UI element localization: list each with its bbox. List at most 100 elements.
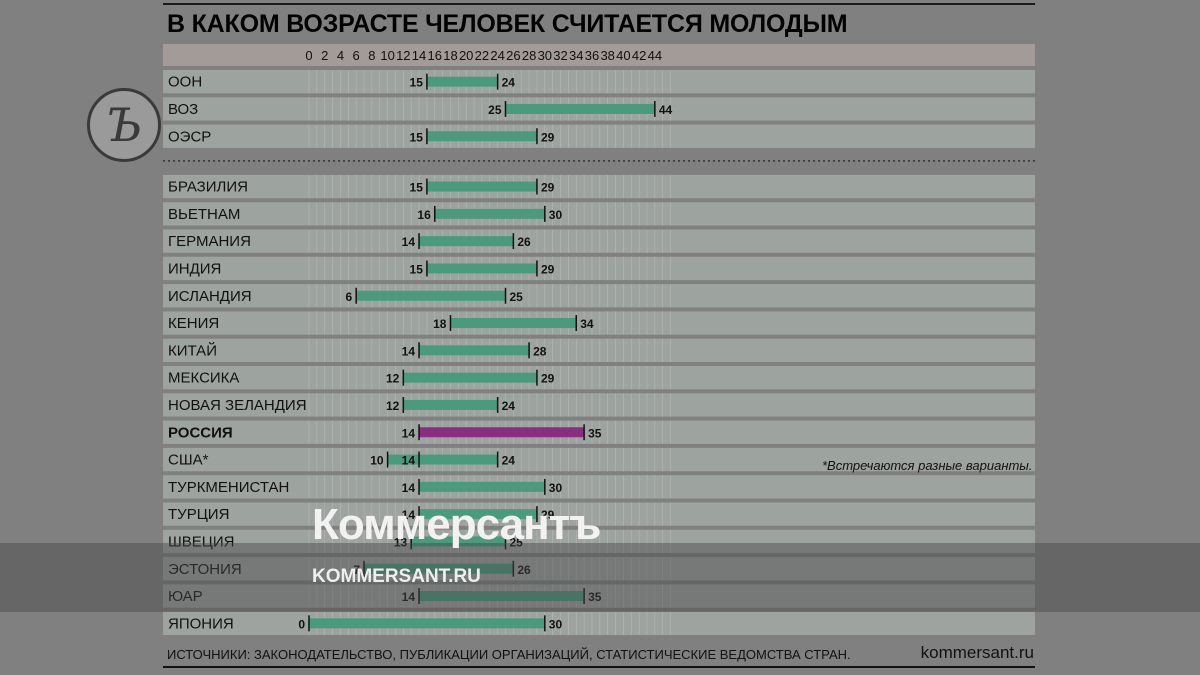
range-bar: [426, 263, 537, 274]
range-start-label: 0: [298, 617, 305, 631]
range-start-label: 15: [410, 76, 424, 90]
x-tick-label: 38: [600, 48, 614, 63]
x-tick-label: 16: [428, 48, 442, 63]
range-start-label: 7: [353, 563, 360, 577]
row-background: [163, 557, 1035, 581]
row-background: [163, 502, 1035, 526]
range-bar: [419, 236, 514, 247]
range-end-label: 29: [541, 262, 555, 276]
range-end-label: 29: [541, 508, 555, 522]
range-bar: [364, 563, 514, 574]
row-background: [163, 70, 1035, 94]
row-label: РОССИЯ: [168, 424, 233, 441]
row-background: [163, 284, 1035, 308]
range-bar: [387, 454, 498, 465]
x-tick-label: 6: [353, 48, 360, 63]
range-end-label: 25: [510, 535, 524, 549]
row-background: [163, 256, 1035, 281]
range-end-label: 35: [588, 590, 602, 604]
x-tick-label: 30: [538, 48, 552, 63]
row-label: ЭСТОНИЯ: [168, 561, 242, 578]
range-bar: [403, 372, 537, 383]
range-end-label: 29: [541, 181, 555, 195]
logo-glyph: Ъ: [105, 98, 143, 152]
row-background: [163, 311, 1035, 335]
x-tick-label: 40: [616, 48, 630, 63]
range-bar: [419, 481, 545, 492]
range-end-label: 26: [517, 563, 531, 577]
range-start-label: 12: [386, 399, 400, 413]
range-bar: [419, 345, 530, 356]
x-tick-label: 18: [443, 48, 457, 63]
range-bar: [426, 181, 537, 192]
range-end-label: 24: [502, 399, 516, 413]
range-end-label: 24: [502, 454, 516, 468]
chart-title: В КАКОМ ВОЗРАСТЕ ЧЕЛОВЕК СЧИТАЕТСЯ МОЛОД…: [167, 10, 848, 38]
watermark-url: KOMMERSANT.RU: [312, 566, 481, 587]
range-bar: [419, 427, 585, 438]
row-label: МЕКСИКА: [168, 370, 239, 387]
range-start-label: 16: [417, 208, 431, 222]
row-label: ОЭСР: [168, 128, 211, 145]
range-bar: [505, 103, 655, 114]
range-bar: [426, 76, 498, 87]
range-end-label: 29: [541, 130, 555, 144]
row-background: [163, 366, 1035, 390]
range-start-label: 14: [402, 426, 416, 440]
row-background: [163, 229, 1035, 253]
range-end-label: 29: [541, 372, 555, 386]
x-tick-label: 26: [506, 48, 520, 63]
sources-text: ИСТОЧНИКИ: ЗАКОНОДАТЕЛЬСТВО, ПУБЛИКАЦИИ …: [167, 647, 851, 662]
range-end-label: 34: [580, 317, 594, 331]
row-label: ЮАР: [168, 588, 203, 605]
range-bar: [411, 536, 506, 547]
row-label: ИНДИЯ: [168, 260, 221, 277]
row-label: США*: [168, 452, 209, 469]
top-rule: [163, 3, 1035, 5]
range-end-label: 28: [533, 344, 547, 358]
range-start-label: 14: [402, 235, 416, 249]
row-label: БРАЗИЛИЯ: [168, 179, 248, 196]
range-start-label: 25: [488, 103, 502, 117]
range-start-label: 18: [433, 317, 447, 331]
x-tick-label: 22: [475, 48, 489, 63]
x-tick-label: 0: [305, 48, 312, 63]
range-bar: [450, 318, 577, 329]
range-bar: [309, 618, 545, 629]
range-start-label: 13: [394, 535, 408, 549]
x-tick-label: 10: [380, 48, 394, 63]
row-label: ООН: [168, 74, 202, 91]
x-tick-label: 12: [396, 48, 410, 63]
x-tick-label: 32: [553, 48, 567, 63]
range-bar: [419, 591, 585, 602]
row-background: [163, 611, 1035, 635]
watermark-brand: Коммерсантъ: [312, 500, 601, 549]
x-tick-label: 36: [585, 48, 599, 63]
x-tick-label: 42: [632, 48, 646, 63]
range-start-label: 10: [370, 454, 384, 468]
range-start-label: 12: [386, 372, 400, 386]
row-background: [163, 393, 1035, 417]
range-start-label: 15: [410, 181, 424, 195]
row-label: ТУРКМЕНИСТАН: [168, 479, 289, 496]
row-background: [163, 174, 1035, 199]
x-tick-label: 44: [648, 48, 662, 63]
row-label: ГЕРМАНИЯ: [168, 233, 251, 250]
x-tick-label: 4: [337, 48, 344, 63]
x-tick-label: 2: [321, 48, 328, 63]
row-label: НОВАЯ ЗЕЛАНДИЯ: [168, 397, 307, 414]
range-end-label: 30: [549, 481, 563, 495]
row-label: ВОЗ: [168, 101, 198, 118]
row-label: ТУРЦИЯ: [168, 506, 229, 523]
range-end-label: 35: [588, 426, 602, 440]
row-label: КИТАЙ: [168, 341, 217, 359]
row-label: ВЬЕТНАМ: [168, 206, 240, 223]
row-background: [163, 584, 1035, 608]
row-label: ИСЛАНДИЯ: [168, 288, 252, 305]
range-start-label: 14: [402, 508, 416, 522]
x-tick-label: 24: [490, 48, 504, 63]
site-link[interactable]: kommersant.ru: [920, 643, 1034, 662]
range-start-label: 15: [410, 262, 424, 276]
range-bar: [403, 399, 498, 410]
range-bar: [356, 290, 506, 301]
